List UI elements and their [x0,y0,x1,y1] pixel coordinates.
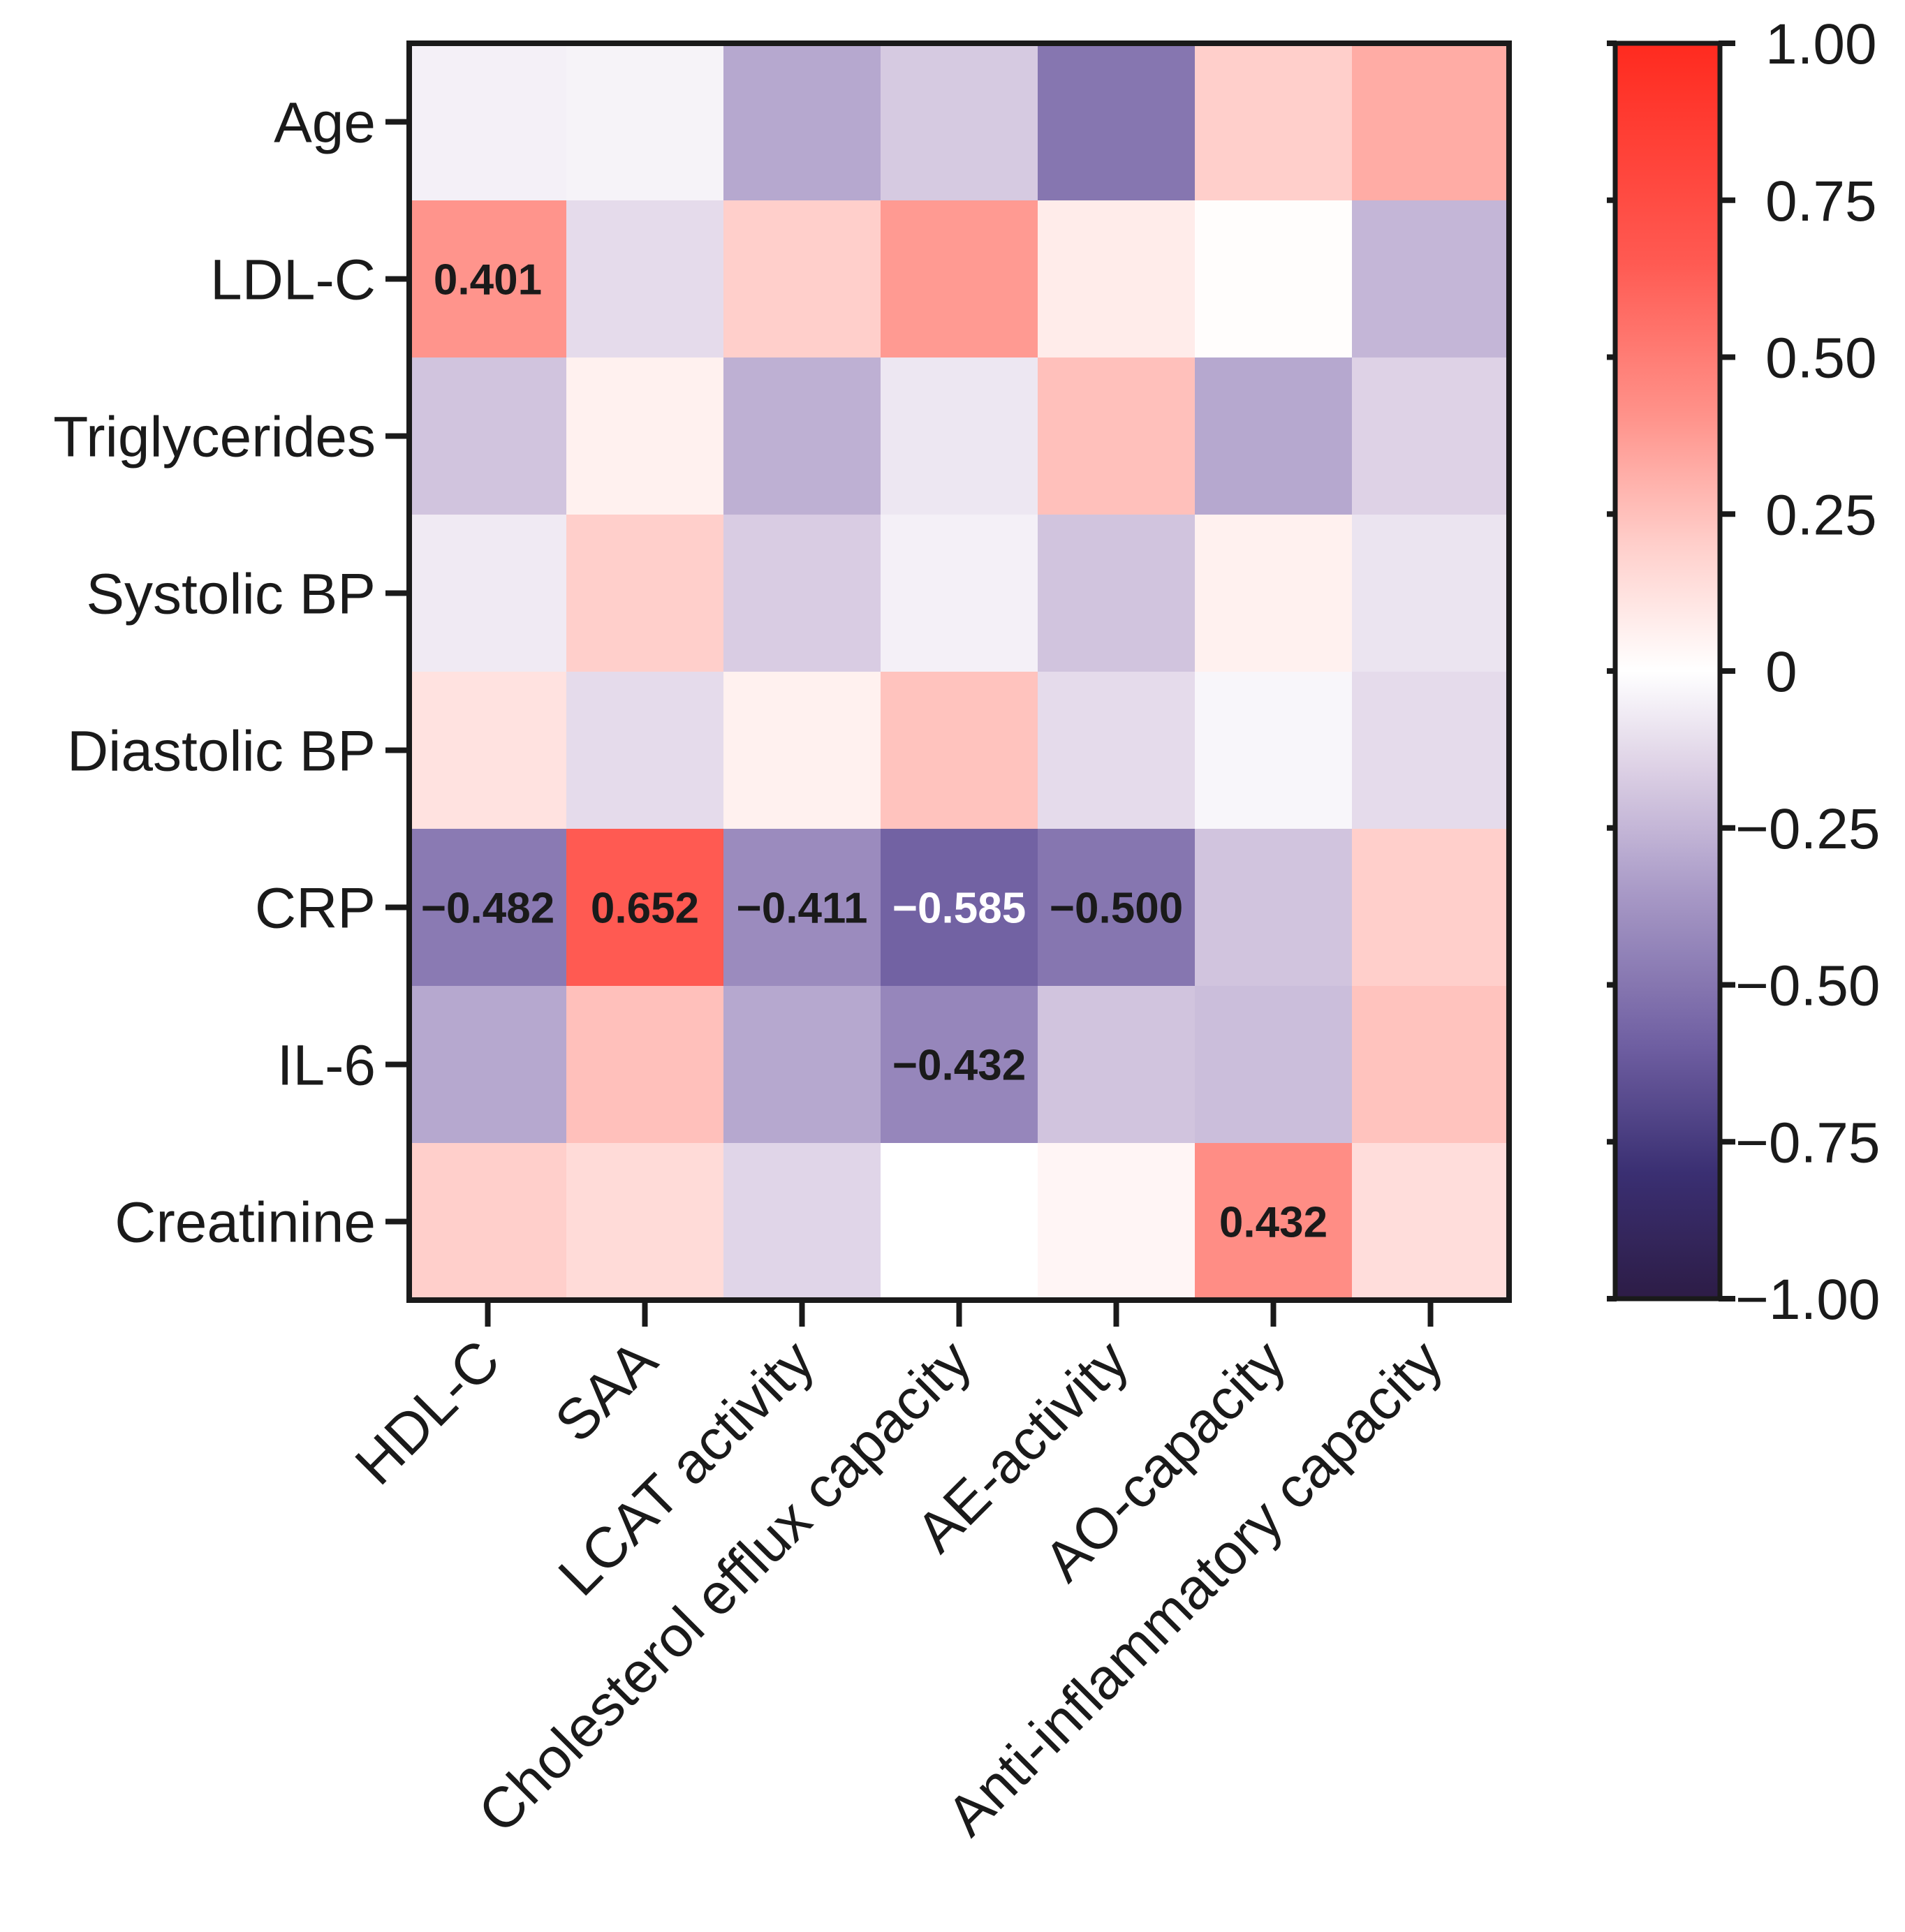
heatmap-cell-triglycerides-lcat-activity [723,357,881,515]
colorbar-tick-label: 0.50 [1765,327,1877,390]
heatmap-cell-ldl-c-lcat-activity [723,200,881,358]
heatmap-cell-il-6-ae-activity [1038,986,1196,1144]
y-tick-label-crp: CRP [255,877,376,941]
heatmap-cell-crp-hdl-c [409,829,567,987]
heatmap-cell-ldl-c-ae-activity [1038,200,1196,358]
cell-value-label: −0.585 [892,885,1026,933]
cell-value-label: 0.432 [1219,1199,1327,1247]
heatmap-cell-systolic-bp-hdl-c [409,515,567,672]
colorbar-tick-label: 0.25 [1765,483,1877,547]
heatmap-cells [409,43,1510,1301]
cell-value-label: −0.500 [1050,885,1183,933]
cell-value-label: 0.401 [434,256,542,304]
heatmap-cell-systolic-bp-anti-inflammatory-capacity [1352,515,1510,672]
heatmap-cell-triglycerides-anti-inflammatory-capacity [1352,357,1510,515]
heatmap-cell-il-6-hdl-c [409,986,567,1144]
heatmap-cell-ldl-c-hdl-c [409,200,567,358]
heatmap-cell-ldl-c-anti-inflammatory-capacity [1352,200,1510,358]
heatmap-cell-diastolic-bp-anti-inflammatory-capacity [1352,672,1510,829]
heatmap-cell-creatinine-ae-activity [1038,1143,1196,1301]
y-tick-label-systolic-bp: Systolic BP [86,563,376,626]
cell-value-label: −0.432 [892,1042,1026,1090]
heatmap-cell-triglycerides-hdl-c [409,357,567,515]
heatmap-cell-age-cholesterol-efflux-capacity [881,43,1038,201]
heatmap-cell-age-lcat-activity [723,43,881,201]
heatmap-cell-creatinine-hdl-c [409,1143,567,1301]
heatmap-cell-ldl-c-saa [566,200,724,358]
y-tick-label-il-6: IL-6 [277,1034,376,1098]
heatmap-cell-crp-lcat-activity [723,829,881,987]
heatmap-cell-creatinine-ao-capacity [1195,1143,1353,1301]
heatmap-cell-il-6-anti-inflammatory-capacity [1352,986,1510,1144]
cell-value-label: −0.411 [737,885,868,933]
heatmap-cell-diastolic-bp-ae-activity [1038,672,1196,829]
heatmap-cell-diastolic-bp-cholesterol-efflux-capacity [881,672,1038,829]
colorbar-tick-label: −0.25 [1735,797,1880,861]
heatmap-cell-ldl-c-cholesterol-efflux-capacity [881,200,1038,358]
heatmap-cell-triglycerides-cholesterol-efflux-capacity [881,357,1038,515]
heatmap-cell-diastolic-bp-lcat-activity [723,672,881,829]
x-tick-label-hdl-c: HDL-C [344,1328,513,1497]
heatmap-cell-triglycerides-saa [566,357,724,515]
heatmap-cell-age-ao-capacity [1195,43,1353,201]
heatmap-cell-labels: 0.401 −0.482 0.652 −0.411 −0.585 −0.500 −0.432… [421,256,1327,1247]
heatmap-cell-il-6-cholesterol-efflux-capacity [881,986,1038,1144]
y-tick-label-triglycerides: Triglycerides [53,406,376,469]
heatmap-cell-crp-ao-capacity [1195,829,1353,987]
heatmap-cell-systolic-bp-saa [566,515,724,672]
y-tick-label-creatinine: Creatinine [115,1191,376,1255]
y-axis: Age LDL-C Triglycerides Systolic BP Diastoli… [53,91,409,1255]
y-tick-label-diastolic-bp: Diastolic BP [67,720,376,783]
heatmap-cell-age-ae-activity [1038,43,1196,201]
heatmap-cell-crp-cholesterol-efflux-capacity [881,829,1038,987]
heatmap-cell-systolic-bp-cholesterol-efflux-capacity [881,515,1038,672]
heatmap-cell-crp-ae-activity [1038,829,1196,987]
heatmap-cell-creatinine-lcat-activity [723,1143,881,1301]
heatmap-cell-systolic-bp-ao-capacity [1195,515,1353,672]
heatmap-cell-diastolic-bp-hdl-c [409,672,567,829]
colorbar-tick-label: 1.00 [1765,13,1877,76]
colorbar: 1.00 0.75 0.50 0.25 0 −0.25 −0.50 −0.75 −1.00 [1607,13,1880,1332]
heatmap-cell-il-6-ao-capacity [1195,986,1353,1144]
heatmap-cell-il-6-lcat-activity [723,986,881,1144]
heatmap-cell-triglycerides-ae-activity [1038,357,1196,515]
colorbar-tick-label: −0.50 [1735,954,1880,1018]
colorbar-tick-label: 0.75 [1765,170,1877,233]
cell-value-label: −0.482 [421,885,554,933]
colorbar-bar [1612,40,1723,1301]
colorbar-tick-label: −1.00 [1735,1268,1880,1332]
heatmap-cell-age-anti-inflammatory-capacity [1352,43,1510,201]
y-tick-label-ldl-c: LDL-C [210,249,376,312]
heatmap-cell-creatinine-saa [566,1143,724,1301]
x-tick-label-saa: SAA [543,1328,670,1454]
colorbar-tick-label: 0 [1765,640,1797,704]
heatmap-cell-il-6-saa [566,986,724,1144]
heatmap-cell-triglycerides-ao-capacity [1195,357,1353,515]
heatmap-cell-crp-anti-inflammatory-capacity [1352,829,1510,987]
heatmap-cell-crp-saa [566,829,724,987]
heatmap-cell-creatinine-anti-inflammatory-capacity [1352,1143,1510,1301]
heatmap-cell-systolic-bp-ae-activity [1038,515,1196,672]
colorbar-tick-label: −0.75 [1735,1111,1880,1174]
heatmap-cell-creatinine-cholesterol-efflux-capacity [881,1143,1038,1301]
heatmap-cell-diastolic-bp-ao-capacity [1195,672,1353,829]
heatmap-cell-diastolic-bp-saa [566,672,724,829]
heatmap-cell-age-saa [566,43,724,201]
heatmap-cell-age-hdl-c [409,43,567,201]
y-tick-label-age: Age [274,91,376,155]
cell-value-label: 0.652 [591,885,699,933]
heatmap-cell-systolic-bp-lcat-activity [723,515,881,672]
heatmap-cell-ldl-c-ao-capacity [1195,200,1353,358]
